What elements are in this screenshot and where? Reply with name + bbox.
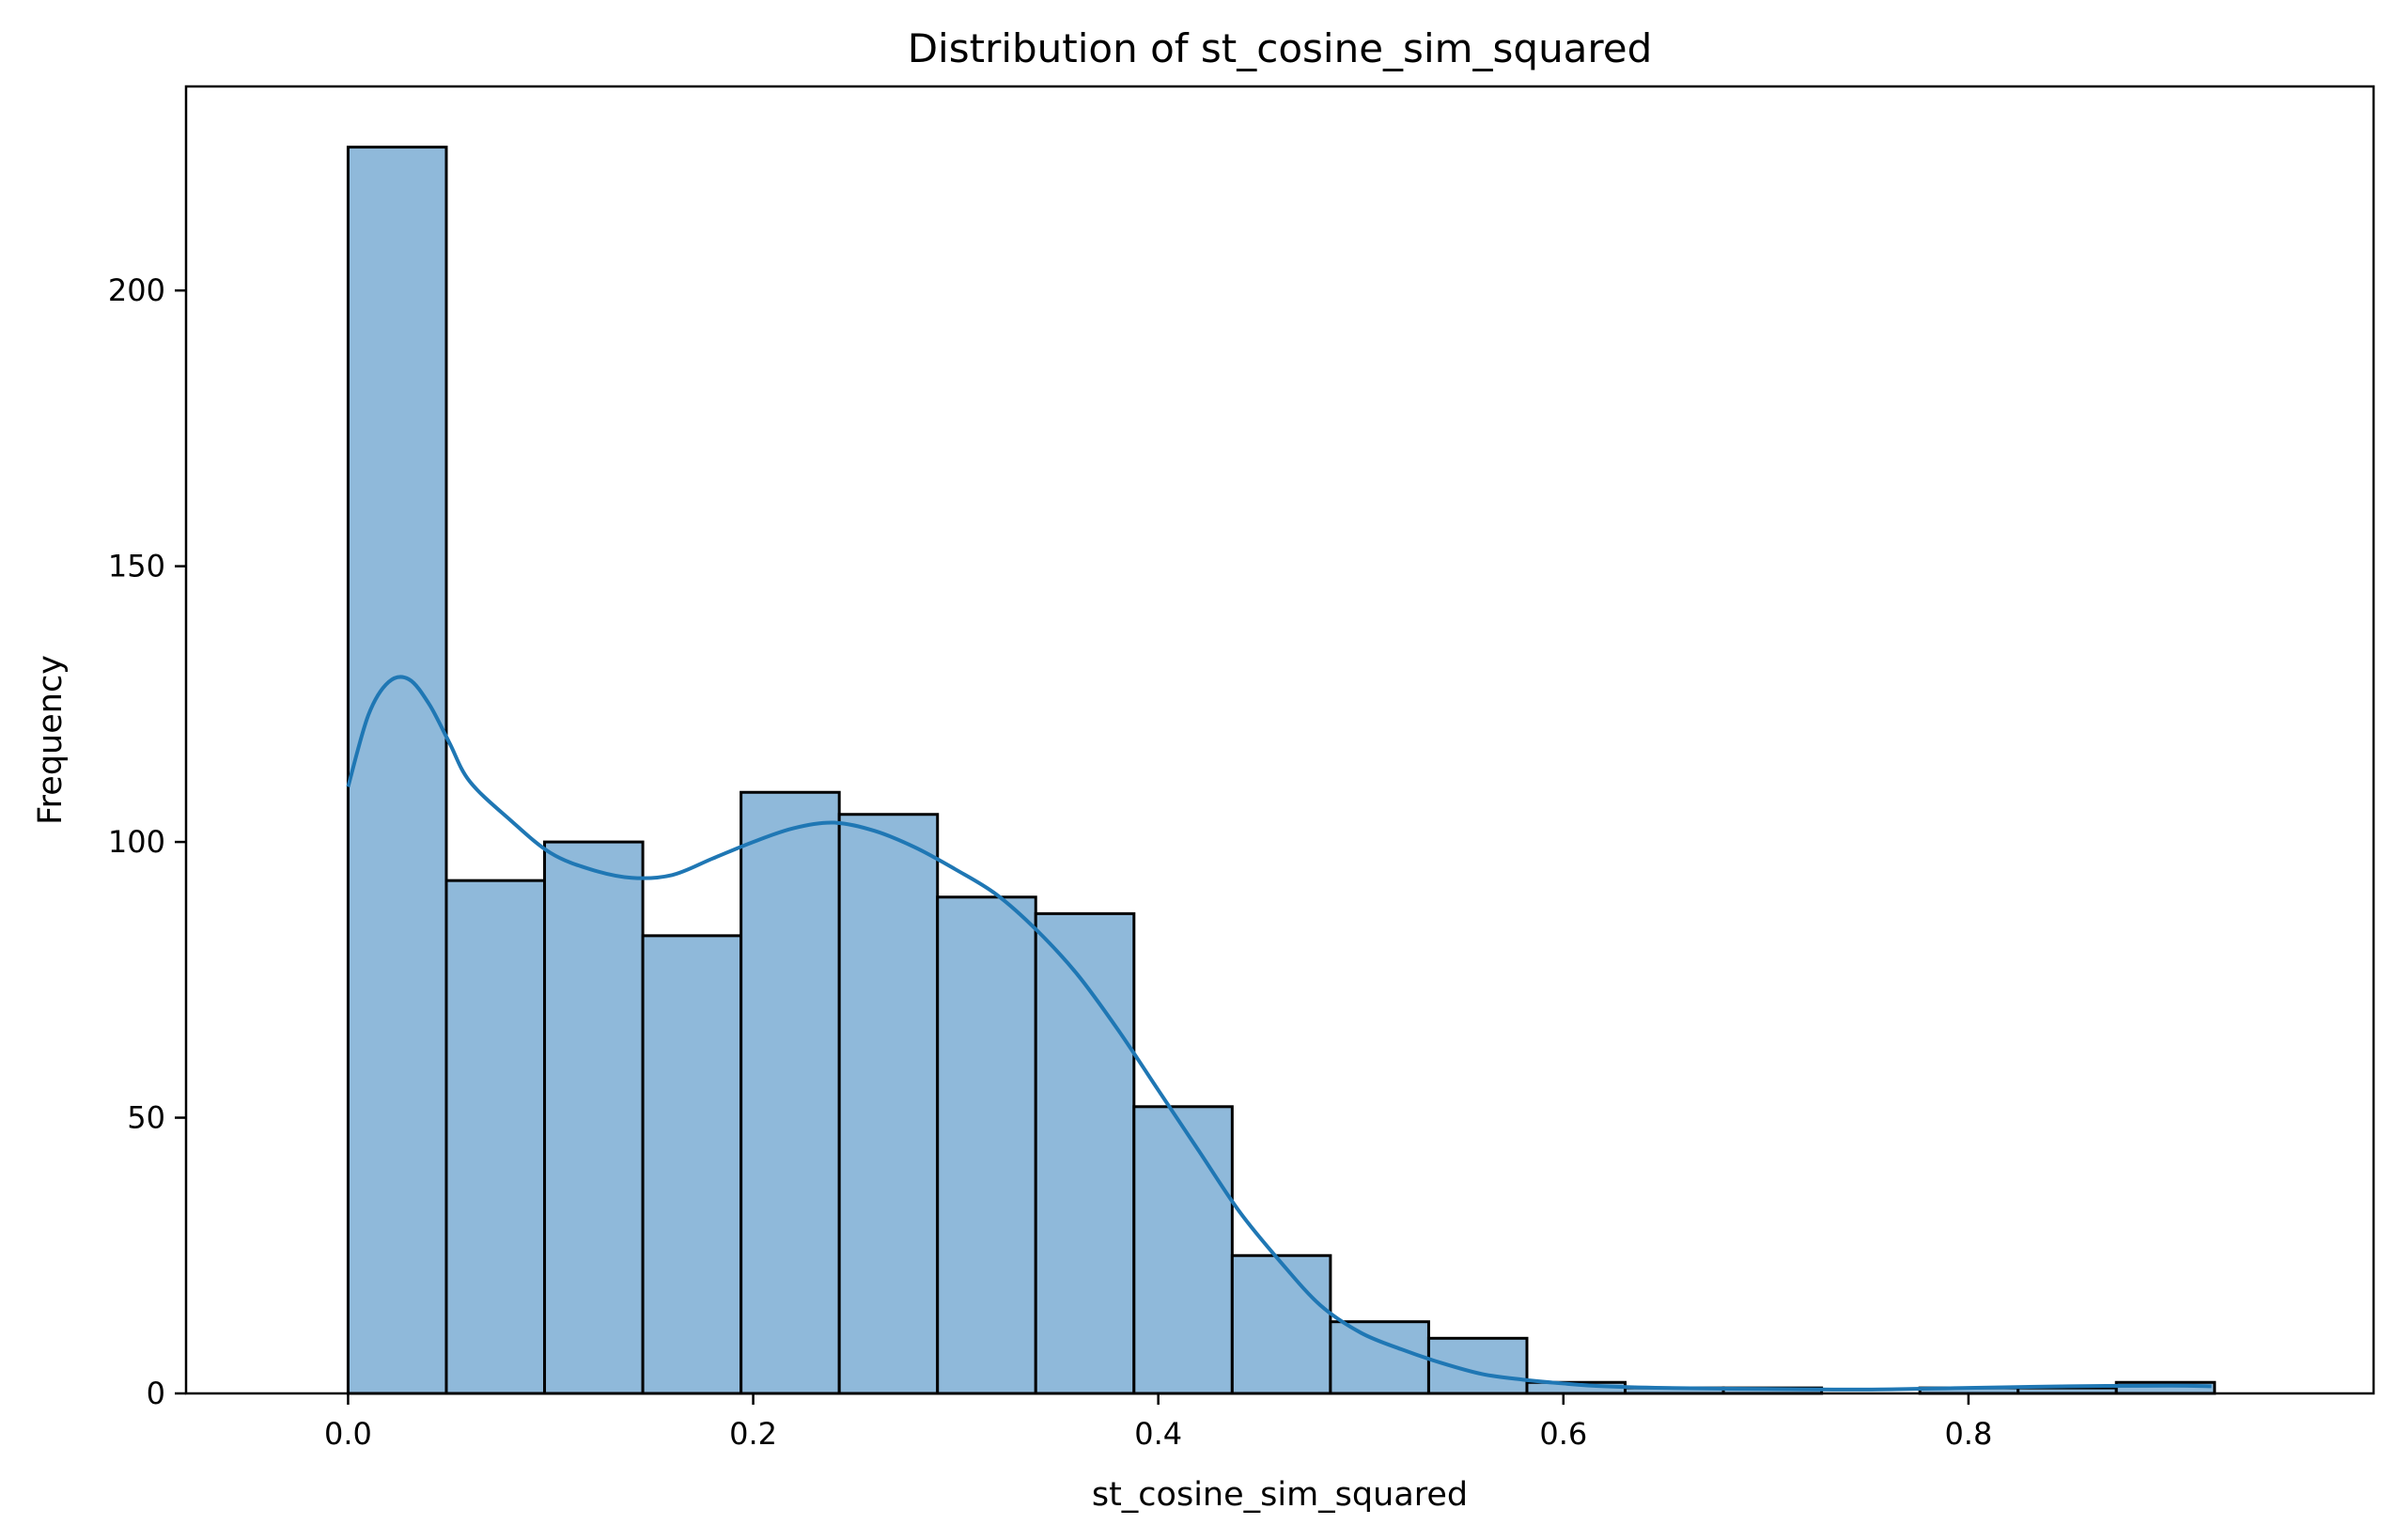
x-tick-label: 0.8 bbox=[1944, 1416, 1992, 1452]
histogram-bar bbox=[1329, 1320, 1430, 1395]
histogram-bar bbox=[1426, 1336, 1529, 1395]
histogram-bar bbox=[346, 146, 448, 1395]
x-tick-label: 0.6 bbox=[1539, 1416, 1587, 1452]
y-tick-label: 100 bbox=[108, 824, 165, 860]
histogram-bar bbox=[837, 813, 940, 1395]
y-tick-label: 150 bbox=[108, 549, 165, 584]
x-tick-label: 0.4 bbox=[1134, 1416, 1182, 1452]
x-tick-label: 0.2 bbox=[729, 1416, 777, 1452]
histogram-bar bbox=[1230, 1253, 1332, 1395]
y-tick-label: 50 bbox=[127, 1100, 165, 1136]
kde-curve bbox=[346, 675, 2212, 1392]
plot-area-frame bbox=[184, 85, 2375, 1395]
y-axis-ticks: 0 50 100 150 200 bbox=[108, 272, 186, 1411]
histogram-bar bbox=[641, 934, 743, 1395]
y-tick-label: 200 bbox=[108, 272, 165, 308]
chart-title: Distribution of st_cosine_sim_squared bbox=[908, 25, 1653, 71]
histogram-bar bbox=[543, 840, 645, 1395]
x-tick-label: 0.0 bbox=[324, 1416, 372, 1452]
histogram-bar bbox=[740, 790, 841, 1395]
x-axis-ticks: 0.0 0.2 0.4 0.6 0.8 bbox=[324, 1393, 1992, 1452]
histogram-bar bbox=[444, 879, 547, 1395]
histogram-bars bbox=[346, 146, 2217, 1395]
histogram-bar bbox=[1034, 911, 1136, 1395]
histogram-bar bbox=[936, 895, 1037, 1395]
y-tick-label: 0 bbox=[147, 1376, 165, 1411]
x-axis-label: st_cosine_sim_squared bbox=[1092, 1476, 1468, 1514]
histogram-bar bbox=[1132, 1105, 1234, 1395]
y-axis-label: Frequency bbox=[32, 655, 70, 825]
